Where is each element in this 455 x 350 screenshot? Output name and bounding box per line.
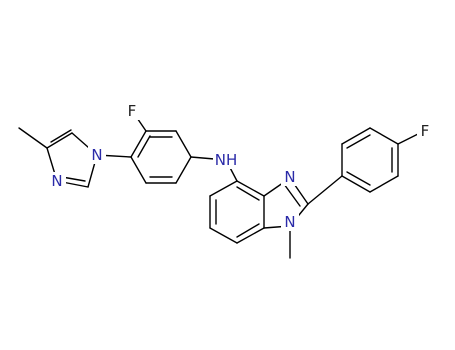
atom-label: N (91, 146, 102, 164)
bonds (18, 111, 425, 259)
atom-label: NH (215, 151, 238, 169)
atom-label: N (284, 213, 295, 231)
atom-label: F (421, 122, 430, 140)
atom-label: F (128, 102, 137, 120)
atom-label: N (51, 172, 62, 190)
label-backgrounds (48, 102, 433, 231)
atom-label: N (284, 168, 295, 186)
